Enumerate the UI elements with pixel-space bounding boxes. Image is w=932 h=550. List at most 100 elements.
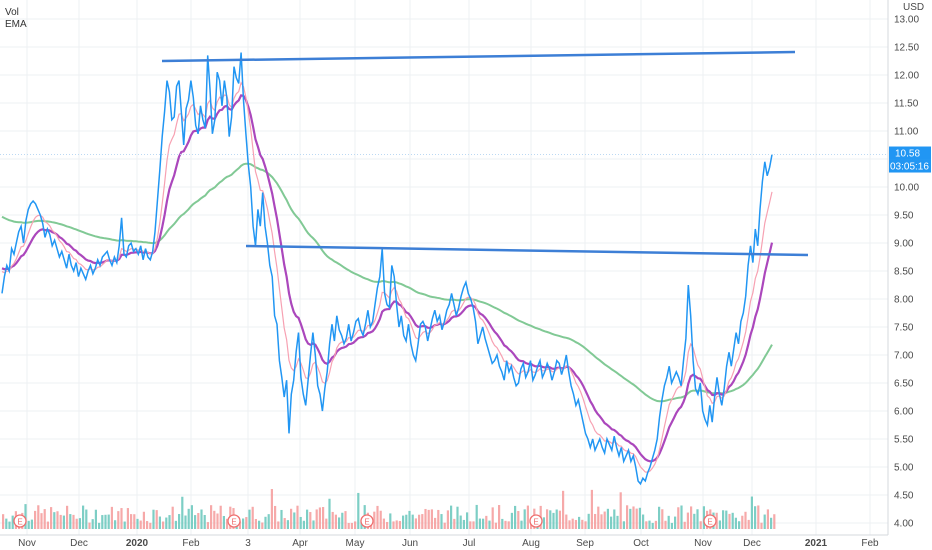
volume-bar bbox=[757, 505, 760, 529]
earnings-marker-label: E bbox=[17, 518, 22, 527]
volume-bar bbox=[270, 489, 273, 529]
earnings-marker bbox=[227, 514, 241, 528]
volume-bar bbox=[110, 506, 113, 529]
x-tick-label: Apr bbox=[292, 538, 308, 549]
volume-bar bbox=[482, 518, 485, 529]
volume-bar bbox=[763, 514, 766, 529]
volume-bar bbox=[72, 514, 75, 529]
x-tick-label: Dec bbox=[70, 538, 88, 549]
volume-bar bbox=[638, 507, 641, 529]
volume-bar bbox=[744, 511, 747, 529]
volume-bar bbox=[485, 515, 488, 529]
volume-bar bbox=[152, 509, 155, 529]
volume-bar bbox=[491, 507, 494, 529]
volume-bar bbox=[578, 516, 581, 529]
volume-bar bbox=[690, 506, 693, 529]
volume-bar bbox=[280, 509, 283, 529]
volume-bar bbox=[693, 513, 696, 529]
earnings-marker bbox=[703, 514, 717, 528]
volume-bar bbox=[501, 518, 504, 529]
volume-bar bbox=[770, 517, 773, 529]
volume-bar bbox=[101, 515, 104, 529]
volume-bar bbox=[261, 522, 264, 529]
volume-bar bbox=[283, 518, 286, 529]
volume-bar bbox=[421, 514, 424, 529]
volume-bar bbox=[91, 519, 94, 529]
volume-bar bbox=[78, 518, 81, 529]
volume-bar bbox=[683, 521, 686, 529]
volume-bar bbox=[402, 515, 405, 529]
earnings-marker bbox=[360, 514, 374, 528]
volume-bar bbox=[558, 510, 561, 529]
volume-bar bbox=[658, 506, 661, 529]
volume-bar bbox=[766, 509, 769, 529]
volume-bar bbox=[136, 518, 139, 529]
volume-bar bbox=[328, 498, 331, 529]
volume-bar bbox=[581, 519, 584, 529]
volume-bar bbox=[178, 514, 181, 529]
volume-bar bbox=[312, 520, 315, 529]
volume-bar bbox=[667, 515, 670, 529]
volume-bar bbox=[210, 505, 213, 529]
volume-bar bbox=[395, 520, 398, 529]
volume-bar bbox=[69, 514, 72, 529]
volume-bar bbox=[85, 509, 88, 529]
volume-bar bbox=[450, 505, 453, 529]
volume-bar bbox=[418, 514, 421, 529]
support-trendline bbox=[245, 244, 809, 257]
y-tick-label: 11.00 bbox=[894, 127, 919, 138]
volume-bar bbox=[258, 520, 261, 529]
volume-bar bbox=[114, 520, 117, 529]
volume-bar bbox=[514, 505, 517, 529]
volume-bar bbox=[117, 511, 120, 529]
volume-bar bbox=[651, 522, 654, 529]
earnings-marker bbox=[13, 514, 27, 528]
volume-bar bbox=[341, 512, 344, 529]
volume-bar bbox=[731, 512, 734, 529]
volume-bar bbox=[427, 509, 430, 529]
volume-bar bbox=[760, 522, 763, 529]
volume-bar bbox=[642, 514, 645, 529]
volume-bar bbox=[50, 507, 53, 529]
volume-bar bbox=[130, 514, 133, 529]
volume-bar bbox=[174, 520, 177, 529]
x-tick-label: Dec bbox=[743, 538, 761, 549]
volume-bar bbox=[290, 508, 293, 529]
volume-bar bbox=[542, 517, 545, 529]
volume-bar bbox=[475, 504, 478, 529]
volume-bar bbox=[184, 515, 187, 529]
ema-legend-label: EMA bbox=[5, 19, 27, 30]
volume-bar bbox=[37, 505, 40, 529]
volume-bar bbox=[411, 514, 414, 529]
volume-bar bbox=[34, 510, 37, 529]
volume-bar bbox=[517, 511, 520, 529]
volume-bar bbox=[603, 511, 606, 529]
volume-bar bbox=[376, 505, 379, 529]
volume-bar bbox=[498, 505, 501, 529]
volume-bar bbox=[318, 507, 321, 529]
volume-bar bbox=[248, 509, 251, 529]
earnings-marker bbox=[529, 514, 543, 528]
volume-bar bbox=[94, 509, 97, 529]
volume-bar bbox=[488, 520, 491, 529]
volume-bar bbox=[30, 519, 33, 529]
volume-bar bbox=[466, 512, 469, 529]
volume-bar bbox=[597, 506, 600, 529]
volume-bar bbox=[446, 510, 449, 529]
volume-bar bbox=[619, 492, 622, 529]
volume-bar bbox=[754, 506, 757, 529]
volume-bar bbox=[11, 515, 14, 529]
volume-bar bbox=[171, 506, 174, 529]
volume-bar bbox=[344, 511, 347, 529]
volume-bar bbox=[75, 518, 78, 529]
ema-slow-line bbox=[1, 162, 773, 403]
volume-bar bbox=[181, 496, 184, 529]
volume-bar bbox=[286, 520, 289, 529]
volume-bar bbox=[347, 522, 350, 529]
volume-bar bbox=[267, 514, 270, 529]
y-tick-label: 7.00 bbox=[894, 351, 914, 362]
volume-bar bbox=[741, 515, 744, 529]
volume-bar bbox=[168, 515, 171, 529]
volume-bar bbox=[46, 521, 49, 529]
